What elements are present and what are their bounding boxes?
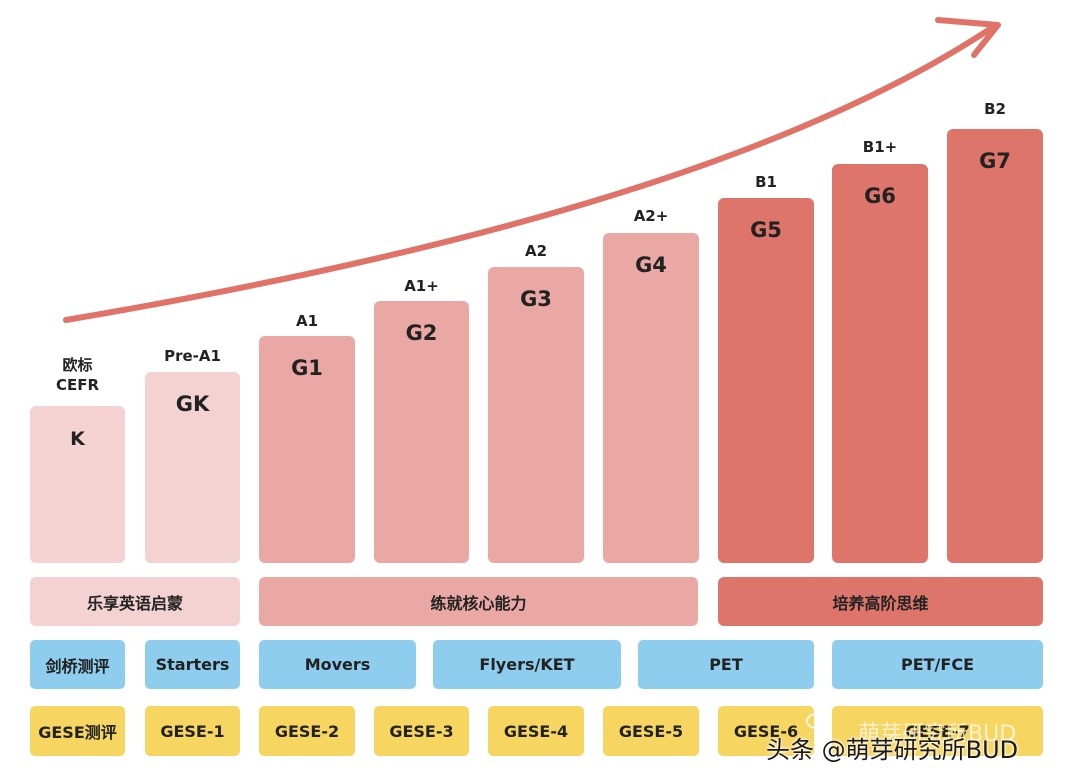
gese-1: GESE-1	[145, 706, 240, 756]
level-bar-g1: G1	[259, 336, 355, 563]
level-bar-g2: G2	[374, 301, 469, 563]
gese-5: GESE-5	[603, 706, 699, 756]
cambridge-flyers-ket: Flyers/KET	[433, 640, 621, 689]
gese-3: GESE-3	[374, 706, 469, 756]
cefr-label: Pre-A1	[164, 347, 221, 365]
wechat-icon	[806, 713, 831, 732]
gese-7: GESE-7	[832, 706, 1043, 756]
cefr-label: B1+	[862, 138, 898, 156]
gese-4: GESE-4	[488, 706, 584, 756]
grade-label: G7	[979, 149, 1011, 173]
cefr-label: A2+	[633, 207, 669, 225]
level-bar-k: K	[30, 406, 125, 563]
gese-6: GESE-6	[718, 706, 814, 756]
stage-band-core-ability: 练就核心能力	[259, 577, 698, 626]
cefr-label: A2	[524, 242, 548, 260]
grade-label: GK	[175, 392, 210, 416]
cambridge-header: 剑桥测评	[30, 640, 125, 689]
grade-label: G3	[520, 287, 552, 311]
cefr-header: 欧标 CEFR	[30, 355, 125, 395]
level-bar-g6: G6	[832, 164, 928, 563]
cefr-label: A1	[295, 312, 319, 330]
grade-label: G6	[864, 184, 896, 208]
grade-label: G4	[635, 253, 667, 277]
watermark-faded: 萌芽研究所BUD	[858, 722, 1017, 747]
level-bar-gk: GK	[145, 372, 240, 563]
grade-label: G2	[405, 321, 438, 345]
cambridge-movers: Movers	[259, 640, 416, 689]
cambridge-pet-fce: PET/FCE	[832, 640, 1043, 689]
watermark-toutiao: 头条 @萌芽研究所BUD	[766, 736, 1019, 764]
stage-band-higher-order-thinking: 培养高阶思维	[718, 577, 1043, 626]
grade-label: G5	[750, 218, 782, 242]
cefr-header-en: CEFR	[55, 376, 100, 394]
level-bar-g3: G3	[488, 267, 584, 563]
level-bar-g7: G7	[947, 129, 1043, 563]
cefr-label: A1+	[404, 277, 439, 295]
cefr-label: B2	[984, 100, 1006, 118]
cefr-header-cn: 欧标	[62, 356, 93, 374]
stage-band-enlightenment: 乐享英语启蒙	[30, 577, 240, 626]
level-bar-g5: G5	[718, 198, 814, 563]
cambridge-pet: PET	[638, 640, 814, 689]
gese-header: GESE测评	[30, 706, 125, 756]
cefr-label: B1	[755, 173, 777, 191]
cambridge-starters: Starters	[145, 640, 240, 689]
gese-2: GESE-2	[259, 706, 355, 756]
grade-label: G1	[291, 356, 323, 380]
level-bar-g4: G4	[603, 233, 699, 563]
grade-label: K	[70, 428, 85, 450]
